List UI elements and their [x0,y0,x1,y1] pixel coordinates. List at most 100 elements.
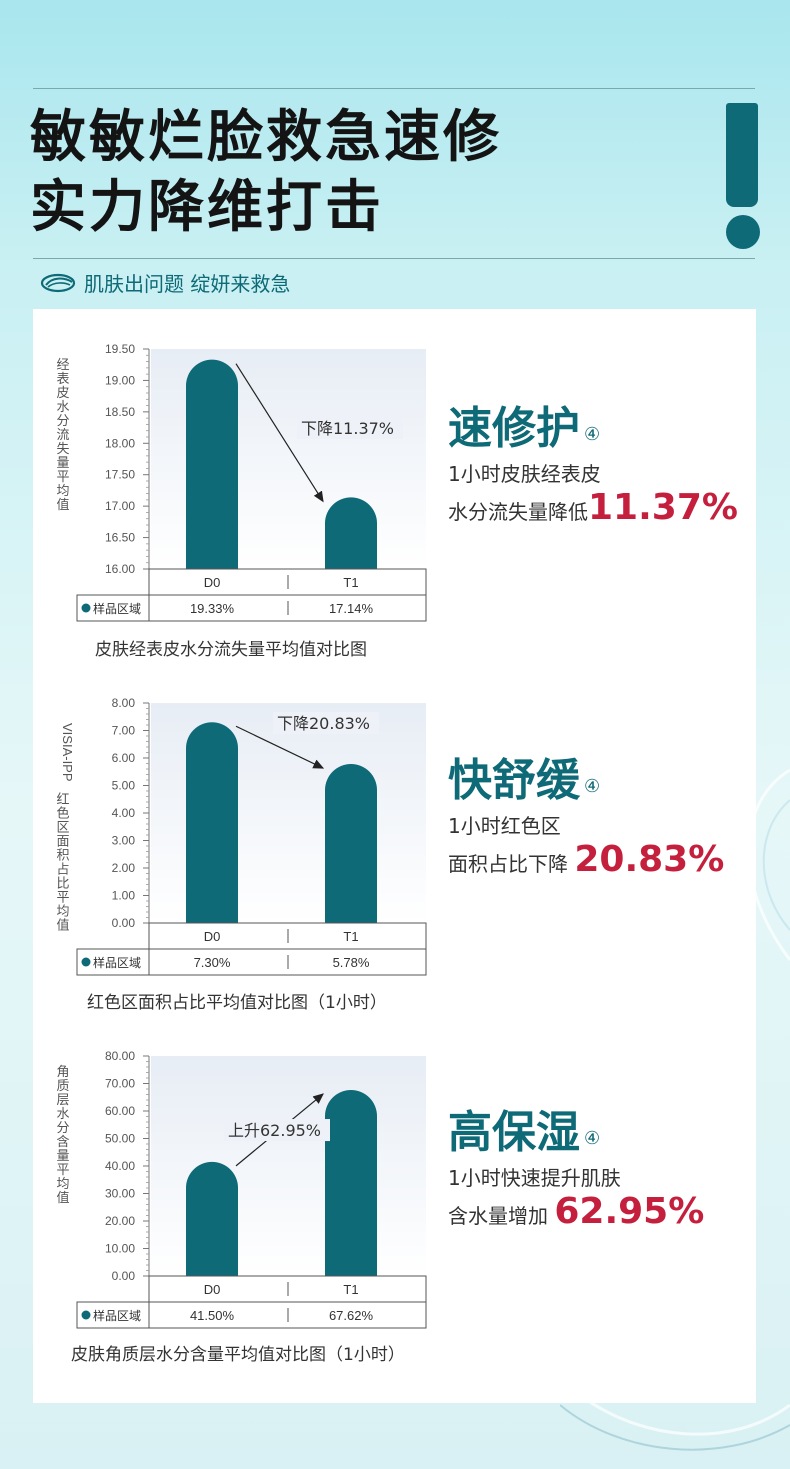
y-tick-label: 70.00 [105,1077,135,1091]
y-tick-label: 8.00 [112,696,136,710]
chart-panel: 16.00 16.50 17.00 17.50 18.00 18.50 19.00 19.50… [33,309,756,1403]
bar-T1 [325,497,377,569]
value-label: 41.50% [190,1308,235,1323]
y-tick-label: 17.50 [105,468,135,482]
y-axis-label-char: 积 [56,849,69,864]
chart-2-caption: 红色区面积占比平均值对比图（1小时） [87,993,387,1013]
y-axis-label-char: 均 [56,1177,69,1192]
exclamation-icon [722,103,762,251]
subline: 肌肤出问题 绽妍来救急 [40,268,290,297]
change-annotation: 下降11.37% [301,419,394,438]
y-axis-label-char: 表 [56,372,69,387]
y-axis-label-char: 色 [56,806,69,822]
feature-1: 速修护 ④ 1小时皮肤经表皮 水分流失量降低11.37% [448,401,738,529]
bar-T1 [325,764,377,923]
y-axis-label-char: 红 [56,792,69,808]
y-axis-label-char: 值 [56,1190,69,1206]
change-arrow [235,363,324,503]
y-axis-label-char: 值 [56,918,69,934]
footnote-mark: ④ [584,776,601,797]
y-axis-label-char: 面 [56,835,69,850]
feature-3-line-2: 含水量增加 62.95% [448,1191,705,1232]
legend-dot [81,603,91,613]
y-axis-label-char: 均 [56,484,69,499]
y-axis-label-char: 平 [56,1163,69,1178]
subline-text: 肌肤出问题 绽妍来救急 [84,272,291,296]
legend-dot [81,1310,91,1320]
y-axis-label-char: 分 [56,414,69,429]
feature-3-highlight: 62.95% [554,1191,705,1232]
y-tick-label: 2.00 [112,861,136,875]
feature-2-title: 快舒缓 ④ [448,755,601,806]
chart-1-caption: 皮肤经表皮水分流失量平均值对比图 [95,640,367,660]
y-tick-label: 0.00 [112,916,136,930]
chart-3: 0.00 10.00 20.00 30.00 40.00 50.00 60.00 70.00 8… [56,1049,427,1329]
y-tick-label: 6.00 [112,751,136,765]
y-tick-label: 5.00 [112,779,136,793]
y-tick-label: 80.00 [105,1049,135,1063]
y-axis-label-char: 占 [56,863,69,878]
y-axis-label-char: 失 [56,442,69,457]
bar-D0 [186,359,238,569]
decorative-swirl-bottom [560,1395,790,1451]
bar-T1 [325,1090,377,1276]
y-tick-label: 19.50 [105,342,135,356]
y-tick-label: 16.50 [105,531,135,545]
chart-2: 0.00 1.00 2.00 3.00 4.00 5.00 6.00 7.00 8.00 VISI… [56,696,427,976]
y-tick-label: 3.00 [112,834,136,848]
feature-2-line-2: 面积占比下降 20.83% [448,839,725,880]
row-label: 样品区域 [93,601,141,616]
y-tick-label: 17.00 [105,499,135,513]
chart-3-caption: 皮肤角质层水分含量平均值对比图（1小时） [71,1345,405,1365]
feature-1-highlight: 11.37% [588,487,738,528]
y-axis-label-char: 流 [56,428,69,443]
y-axis-label-char: 量 [56,456,69,471]
y-axis-label-latin: VISIA-IPP [60,723,75,782]
bar-D0 [186,1161,238,1276]
change-annotation: 上升62.95% [228,1121,321,1140]
table-value-row [76,948,427,976]
y-tick-label: 60.00 [105,1104,135,1118]
y-tick-label: 20.00 [105,1214,135,1228]
feature-1-line-2: 水分流失量降低11.37% [448,487,738,528]
y-axis-label-char: 平 [56,891,69,906]
row-label: 样品区域 [93,1308,141,1323]
feature-2: 快舒缓 ④ 1小时红色区 面积占比下降 20.83% [448,753,724,881]
feature-3: 高保湿 ④ 1小时快速提升肌肤 含水量增加 62.95% [448,1105,704,1233]
y-axis-label-char: 值 [56,497,69,513]
y-axis-label-char: 区 [56,821,69,836]
change-annotation: 下降20.83% [277,714,370,733]
y-axis-label-char: 经 [56,358,69,373]
change-arrow [235,725,325,769]
annotation-bg [297,417,403,439]
y-tick-label: 19.00 [105,373,135,387]
value-label: 5.78% [333,955,370,970]
feature-3-title: 高保湿 ④ [448,1107,601,1158]
value-label: 19.33% [190,601,235,616]
feature-2-highlight: 20.83% [574,839,725,880]
value-label: 7.30% [194,955,231,970]
y-tick-label: 40.00 [105,1159,135,1173]
leaf-logo-icon [40,273,76,292]
category-label: T1 [343,575,358,590]
value-label: 17.14% [329,601,374,616]
y-tick-label: 7.00 [112,724,136,738]
y-tick-label: 4.00 [112,806,136,820]
y-tick-label: 18.00 [105,436,135,450]
footnote-mark: ④ [584,1128,601,1149]
middle-rule [33,258,755,259]
y-axis-label-char: 量 [56,1149,69,1164]
y-axis-label-char: 水 [56,400,69,415]
category-label: T1 [343,929,358,944]
y-axis-label-char: 角 [56,1065,69,1080]
y-tick-label: 16.00 [105,562,135,576]
top-rule [33,88,755,89]
y-axis-label-char: 水 [56,1107,69,1122]
chart-1: 16.00 16.50 17.00 17.50 18.00 18.50 19.00 19.50… [56,342,427,622]
annotation-bg [224,1119,330,1142]
y-axis-label-char: 含 [56,1134,69,1150]
y-axis-label-char: 分 [56,1121,69,1136]
table-value-row [76,594,427,622]
feature-3-line-1: 1小时快速提升肌肤 [448,1166,621,1190]
category-label: T1 [343,1282,358,1297]
